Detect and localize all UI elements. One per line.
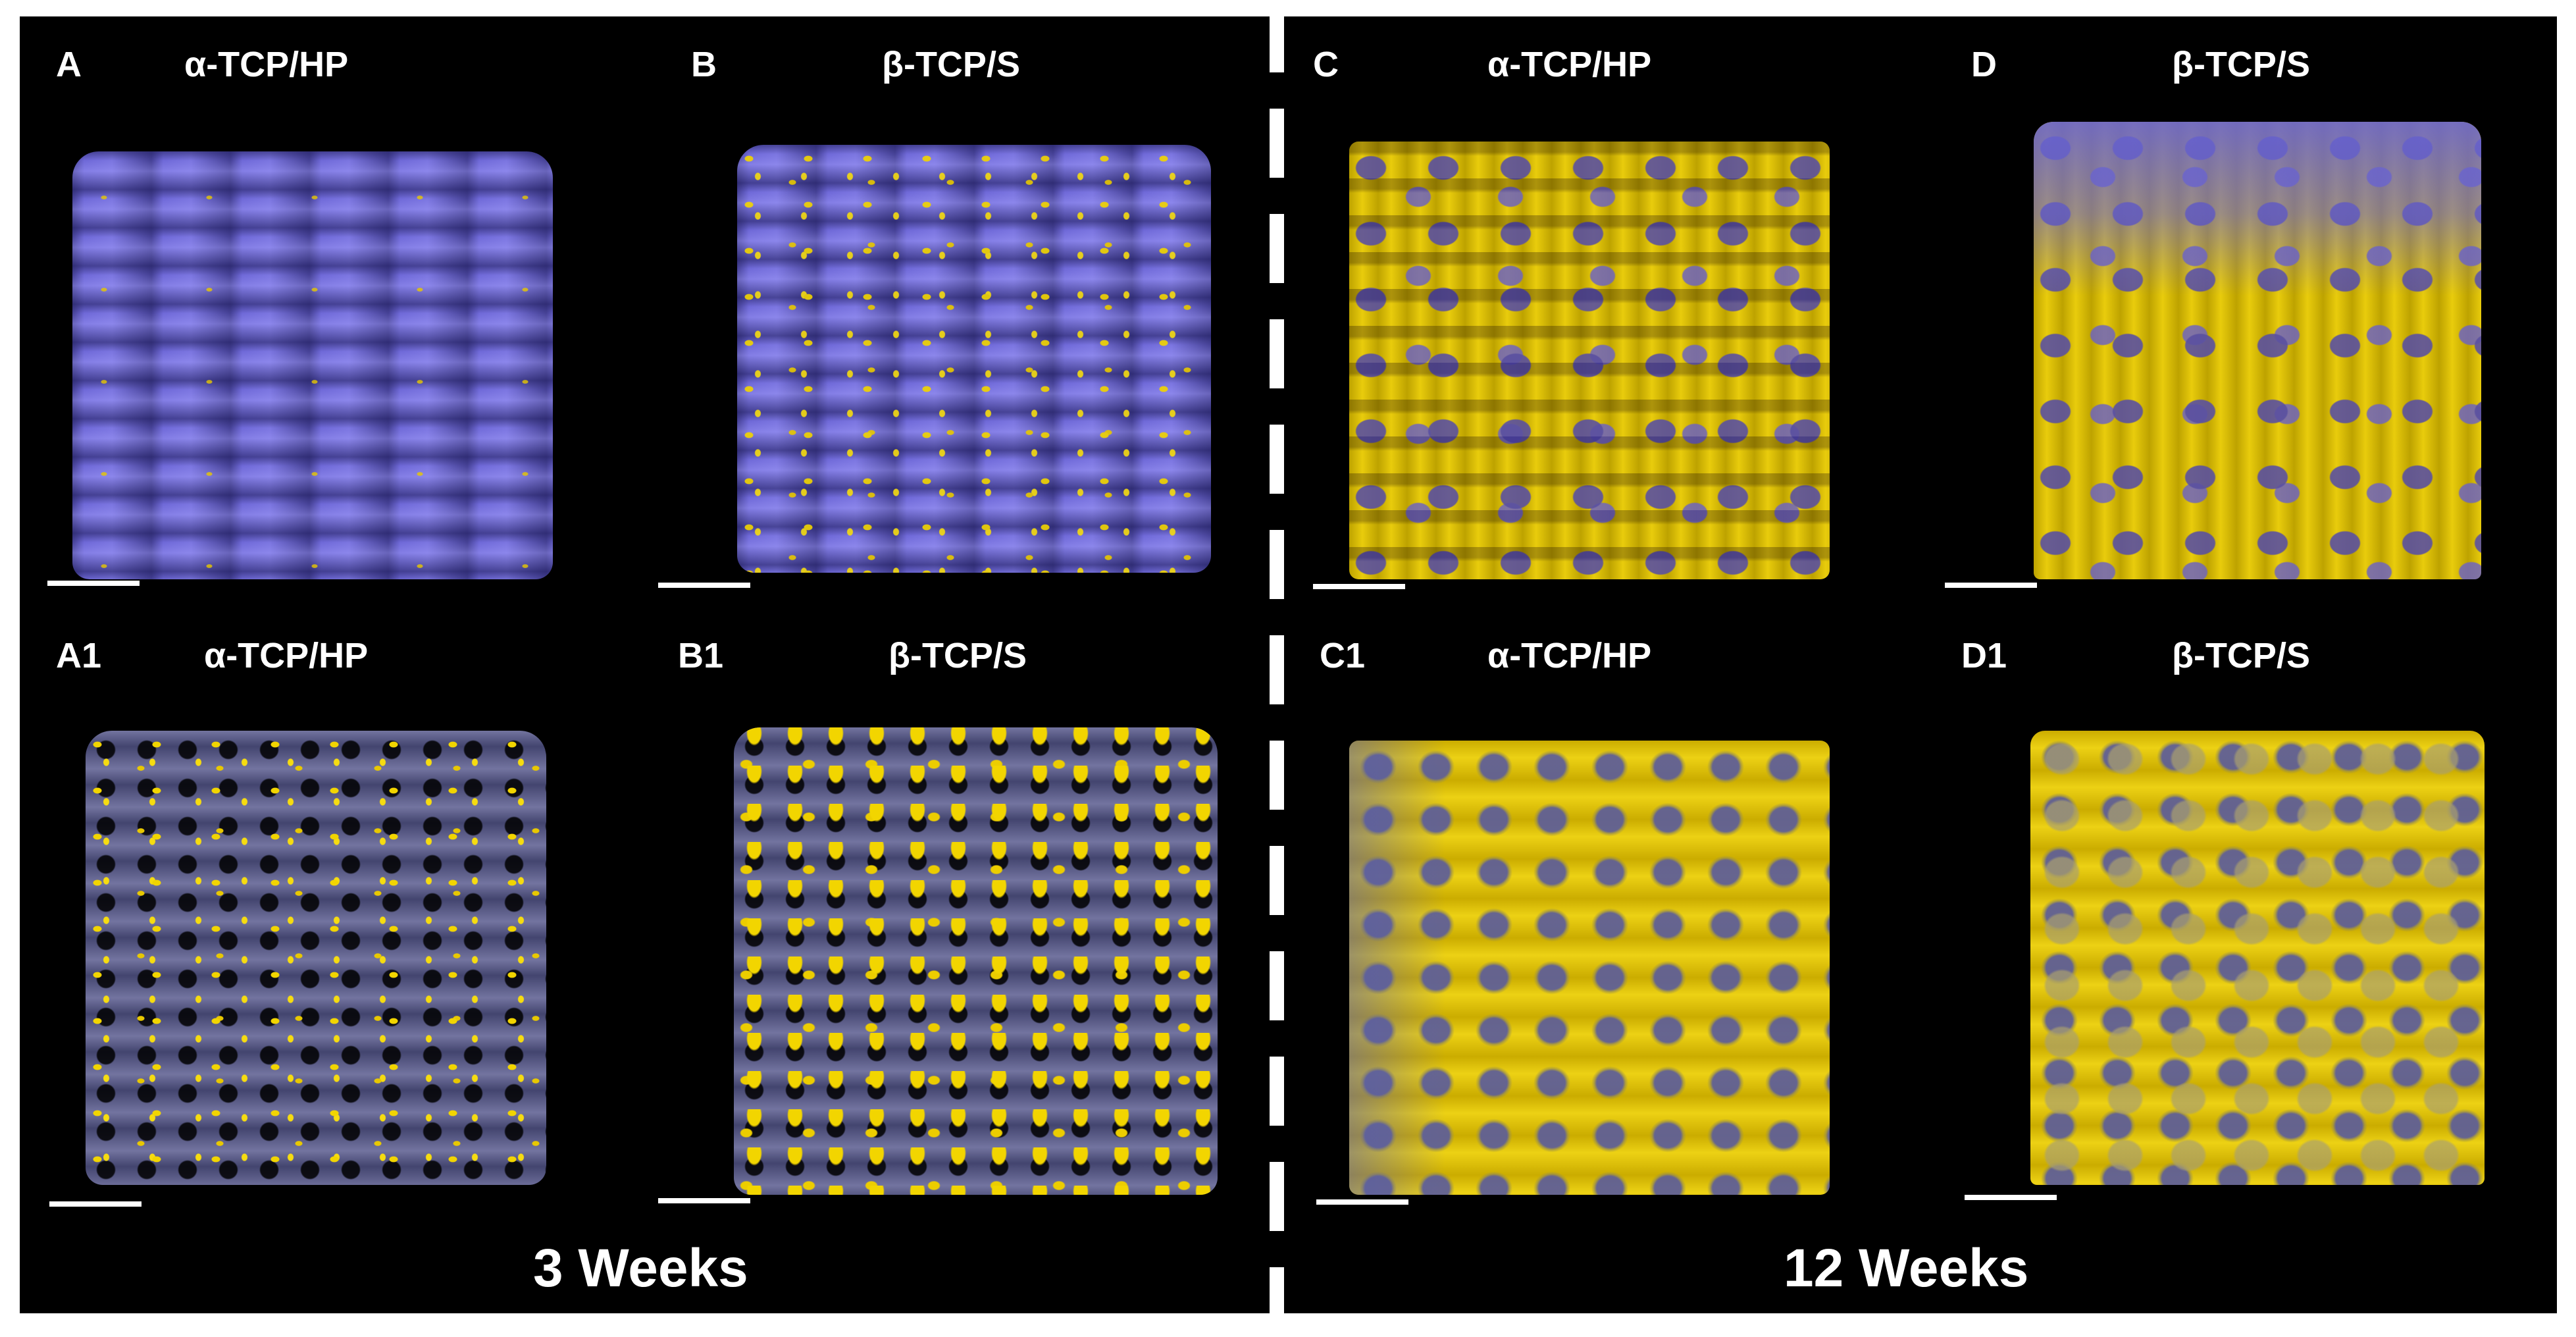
divider-dash (1270, 530, 1284, 599)
right-half-12-weeks: C α-TCP/HP D β-TCP/S C1 α-TCP/HP D1 β-TC… (1287, 16, 2557, 1313)
panel-letter-c1: C1 (1320, 636, 1366, 675)
panel-title-b1: β-TCP/S (889, 636, 1027, 675)
panel-title-d: β-TCP/S (2172, 45, 2310, 84)
scaffold-render-b (737, 145, 1211, 573)
scale-bar-a (47, 581, 140, 586)
scale-bar-d (1945, 583, 2037, 588)
scaffold-render-c1 (1349, 741, 1830, 1195)
divider-dash (1270, 1162, 1284, 1231)
divider-dash (1270, 319, 1284, 388)
panel-title-d1: β-TCP/S (2172, 636, 2310, 675)
scale-bar-b1 (658, 1198, 750, 1203)
panel-letter-a: A (56, 45, 82, 84)
panel-title-a1: α-TCP/HP (204, 636, 369, 675)
scaffold-render-d1 (2030, 731, 2485, 1185)
scale-bar-d1 (1965, 1195, 2057, 1200)
divider-dash (1270, 846, 1284, 915)
panel-title-a: α-TCP/HP (184, 45, 349, 84)
scaffold-render-a1 (86, 731, 546, 1185)
panel-letter-c: C (1313, 45, 1339, 84)
divider-dash (1270, 425, 1284, 494)
scale-bar-c (1313, 584, 1405, 589)
footer-label-3-weeks: 3 Weeks (533, 1238, 748, 1298)
divider-dash (1270, 109, 1284, 178)
scale-bar-b (658, 583, 750, 588)
panel-letter-b: B (691, 45, 717, 84)
divider-dash (1270, 951, 1284, 1020)
divider-dash (1270, 1267, 1284, 1313)
panel-letter-d1: D1 (1961, 636, 2007, 675)
panel-letter-b1: B1 (678, 636, 724, 675)
footer-label-12-weeks: 12 Weeks (1784, 1238, 2029, 1298)
panel-title-c: α-TCP/HP (1487, 45, 1652, 84)
scaffold-render-d (2034, 122, 2481, 579)
panel-letter-a1: A1 (56, 636, 102, 675)
scale-bar-a1 (49, 1201, 142, 1207)
divider-dash (1270, 16, 1284, 72)
divider-dash (1270, 214, 1284, 283)
scaffold-render-c (1349, 142, 1830, 579)
scale-bar-c1 (1316, 1199, 1408, 1205)
panel-letter-d: D (1971, 45, 1997, 84)
left-half-3-weeks: A α-TCP/HP B β-TCP/S A1 α-TCP/HP B1 β-TC… (20, 16, 1270, 1313)
panel-title-b: β-TCP/S (882, 45, 1020, 84)
divider-dash (1270, 635, 1284, 704)
scaffold-render-b1 (734, 727, 1218, 1195)
scaffold-render-a (72, 151, 553, 579)
divider-dash (1270, 741, 1284, 810)
divider-dash (1270, 1057, 1284, 1126)
panel-title-c1: α-TCP/HP (1487, 636, 1652, 675)
